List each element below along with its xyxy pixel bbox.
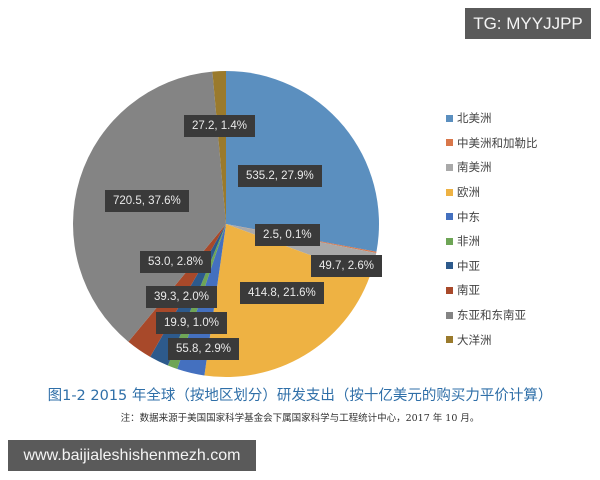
label-south-asia: 53.0, 2.8% — [140, 251, 211, 273]
legend-swatch — [446, 139, 453, 147]
label-africa: 19.9, 1.0% — [156, 312, 227, 334]
legend-label: 中东 — [457, 209, 480, 224]
legend-item-europe: 欧洲 — [446, 180, 538, 205]
figure-caption: 图1-2 2015 年全球（按地区划分）研发支出（按十亿美元的购买力平价计算） — [47, 388, 553, 404]
legend-swatch — [446, 213, 453, 221]
legend-item-central-america: 中美洲和加勒比 — [446, 131, 538, 156]
legend-swatch — [446, 311, 453, 319]
legend-label: 中亚 — [457, 258, 480, 273]
legend-swatch — [446, 188, 453, 196]
legend-item-south-america: 南美洲 — [446, 155, 538, 180]
legend-label: 南美洲 — [457, 160, 492, 175]
label-europe: 414.8, 21.6% — [240, 282, 324, 304]
legend-item-middle-east: 中东 — [446, 204, 538, 229]
legend-item-east-asia: 东亚和东南亚 — [446, 303, 538, 328]
pie-slice — [226, 71, 380, 252]
label-middle-east: 55.8, 2.9% — [168, 338, 239, 360]
watermark-url: www.baijialeshishenmezh.com — [8, 440, 256, 471]
legend-swatch — [446, 262, 453, 270]
pie-slice — [212, 71, 226, 224]
legend-item-south-asia: 南亚 — [446, 278, 538, 303]
legend-swatch — [446, 286, 453, 294]
legend-label: 欧洲 — [457, 185, 480, 200]
legend-label: 大洋洲 — [457, 332, 492, 347]
legend-swatch — [446, 336, 453, 344]
label-central-america: 2.5, 0.1% — [255, 224, 320, 246]
label-east-asia: 720.5, 37.6% — [105, 190, 189, 212]
legend-label: 南亚 — [457, 283, 480, 298]
legend-item-africa: 非洲 — [446, 229, 538, 254]
legend-item-central-asia: 中亚 — [446, 254, 538, 279]
watermark-tg: TG: MYYJJPP — [465, 8, 591, 39]
legend-item-north-america: 北美洲 — [446, 106, 538, 131]
legend-item-oceania: 大洋洲 — [446, 327, 538, 352]
label-central-asia: 39.3, 2.0% — [146, 286, 217, 308]
legend-label: 中美洲和加勒比 — [457, 135, 538, 150]
legend-label: 非洲 — [457, 234, 480, 249]
chart-legend: 北美洲 中美洲和加勒比 南美洲 欧洲 中东 非洲 中亚 南亚 东亚和东南亚 大洋… — [446, 106, 538, 352]
figure-note: 注：数据来源于美国国家科学基金会下属国家科学与工程统计中心，2017 年 10 … — [120, 413, 480, 424]
legend-swatch — [446, 114, 453, 122]
legend-label: 北美洲 — [457, 111, 492, 126]
label-south-america: 49.7, 2.6% — [311, 255, 382, 277]
legend-swatch — [446, 163, 453, 171]
legend-swatch — [446, 237, 453, 245]
legend-label: 东亚和东南亚 — [457, 308, 526, 323]
label-oceania: 27.2, 1.4% — [184, 115, 255, 137]
label-north-america: 535.2, 27.9% — [238, 165, 322, 187]
